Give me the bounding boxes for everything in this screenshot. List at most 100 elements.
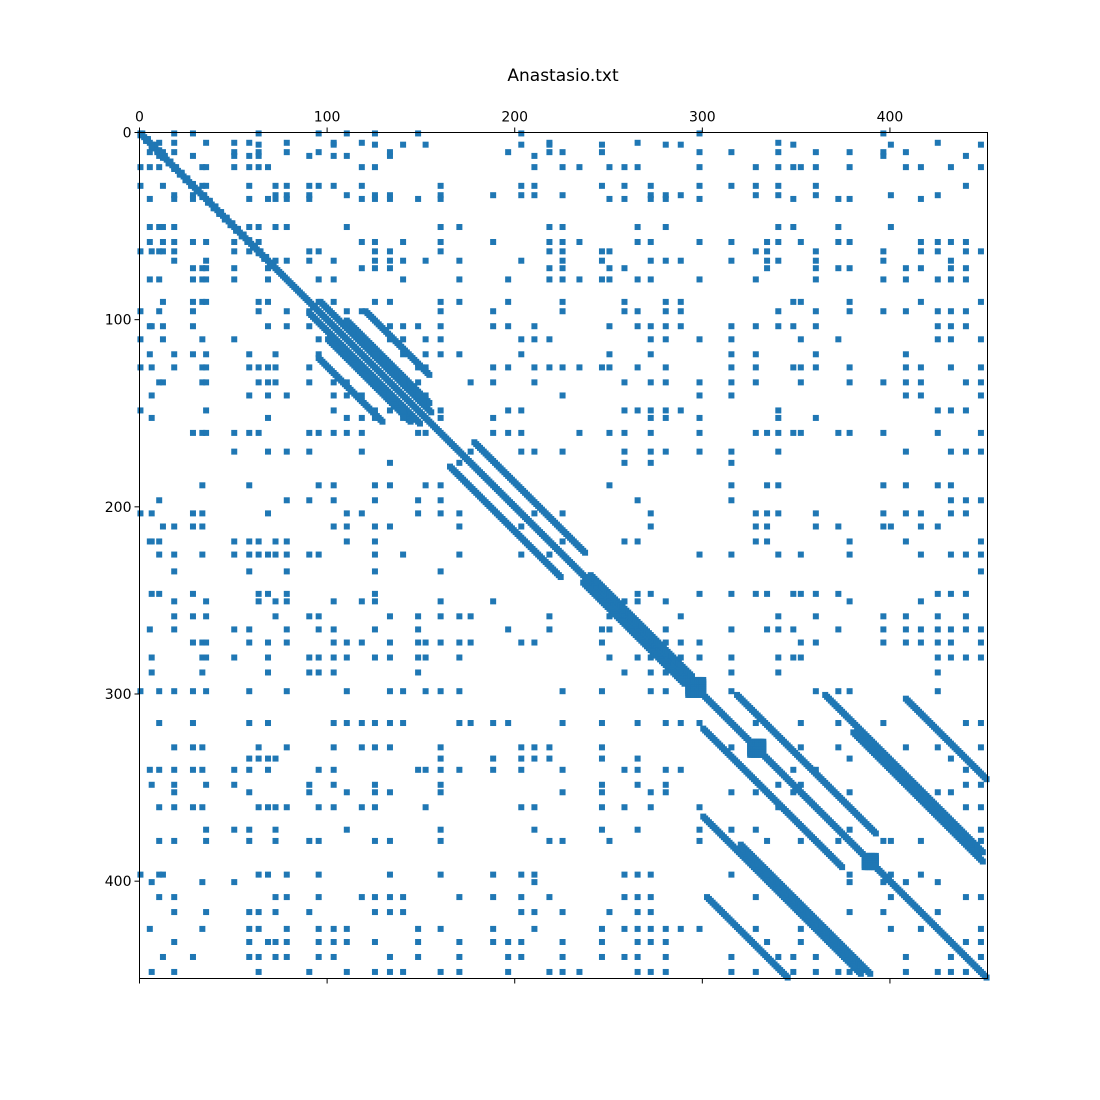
- matrix-entry: [437, 351, 444, 358]
- matrix-entry: [812, 149, 819, 156]
- matrix-entry: [728, 257, 735, 264]
- matrix-entry: [189, 192, 196, 199]
- matrix-entry: [146, 351, 153, 358]
- matrix-entry: [917, 551, 924, 558]
- matrix-entry: [265, 669, 272, 676]
- matrix-entry: [797, 939, 804, 945]
- matrix-entry: [189, 766, 196, 773]
- matrix-entry: [977, 781, 984, 788]
- matrix-entry: [265, 590, 272, 597]
- matrix-entry: [231, 551, 238, 558]
- matrix-entry: [518, 639, 525, 646]
- matrix-entry: [189, 238, 196, 245]
- matrix-entry: [606, 654, 613, 661]
- matrix-entry: [962, 497, 969, 504]
- matrix-entry: [437, 497, 444, 504]
- matrix-entry: [546, 276, 553, 283]
- matrix-entry: [576, 968, 583, 975]
- matrix-entry: [902, 510, 909, 517]
- matrix-entry: [265, 720, 272, 727]
- matrix-entry: [934, 248, 941, 255]
- matrix-entry: [386, 257, 393, 264]
- matrix-entry: [790, 590, 797, 597]
- matrix-entry: [231, 164, 238, 171]
- matrix-entry: [199, 164, 206, 171]
- matrix-entry: [902, 164, 909, 171]
- matrix-entry: [977, 364, 984, 371]
- matrix-entry: [887, 871, 894, 878]
- matrix-entry: [171, 139, 178, 146]
- matrix-entry: [189, 590, 196, 597]
- matrix-entry: [775, 429, 782, 436]
- matrix-entry: [203, 265, 210, 272]
- matrix-entry: [203, 837, 210, 844]
- matrix-entry: [634, 894, 641, 901]
- matrix-entry: [947, 510, 954, 517]
- matrix-entry: [857, 970, 864, 977]
- matrix-entry: [386, 789, 393, 796]
- matrix-entry: [505, 429, 512, 436]
- matrix-entry: [934, 744, 941, 751]
- matrix-entry: [283, 448, 290, 455]
- matrix-entry: [283, 939, 290, 945]
- matrix-entry: [880, 626, 887, 633]
- matrix-entry: [371, 781, 378, 788]
- matrix-entry: [415, 379, 422, 386]
- matrix-entry: [947, 257, 954, 264]
- matrix-entry: [371, 626, 378, 633]
- matrix-entry: [255, 925, 262, 932]
- matrix-entry: [358, 392, 365, 399]
- matrix-entry: [518, 351, 525, 358]
- matrix-entry: [518, 523, 525, 530]
- matrix-entry: [546, 613, 553, 620]
- matrix-entry: [662, 192, 669, 199]
- matrix-entry: [752, 523, 759, 530]
- matrix-entry: [812, 953, 819, 960]
- matrix-entry: [272, 551, 279, 558]
- matrix-entry: [426, 371, 433, 378]
- matrix-entry: [358, 510, 365, 517]
- matrix-entry: [764, 238, 771, 245]
- matrix-entry: [696, 392, 703, 399]
- matrix-entry: [330, 141, 337, 148]
- matrix-entry: [728, 871, 735, 878]
- matrix-entry: [835, 720, 842, 727]
- matrix-entry: [728, 744, 735, 751]
- matrix-entry: [880, 257, 887, 264]
- matrix-entry: [621, 308, 628, 315]
- matrix-entry: [189, 276, 196, 283]
- matrix-entry: [880, 523, 887, 530]
- matrix-entry: [272, 364, 279, 371]
- matrix-entry: [203, 139, 210, 146]
- matrix-entry: [272, 224, 279, 231]
- matrix-entry: [159, 336, 166, 343]
- matrix-entry: [835, 626, 842, 633]
- matrix-entry: [255, 141, 262, 148]
- matrix-entry: [775, 781, 782, 788]
- matrix-entry: [846, 164, 853, 171]
- matrix-entry: [846, 551, 853, 558]
- matrix-entry: [764, 265, 771, 272]
- matrix-entry: [531, 364, 538, 371]
- matrix-entry: [246, 639, 253, 646]
- matrix-entry: [647, 429, 654, 436]
- x-tick-label: 100: [314, 110, 341, 126]
- matrix-entry: [272, 909, 279, 916]
- matrix-entry: [148, 143, 155, 150]
- matrix-entry: [171, 766, 178, 773]
- matrix-entry: [358, 639, 365, 646]
- matrix-entry: [662, 141, 669, 148]
- matrix-entry: [283, 195, 290, 202]
- matrix-entry: [255, 149, 262, 156]
- matrix-entry: [456, 968, 463, 975]
- matrix-entry: [422, 654, 429, 661]
- matrix-entry: [977, 626, 984, 633]
- matrix-entry: [977, 379, 984, 386]
- matrix-entry: [330, 523, 337, 530]
- matrix-entry: [246, 939, 253, 945]
- matrix-entry: [728, 590, 735, 597]
- matrix-entry: [400, 720, 407, 727]
- matrix-entry: [518, 755, 525, 762]
- matrix-entry: [621, 298, 628, 305]
